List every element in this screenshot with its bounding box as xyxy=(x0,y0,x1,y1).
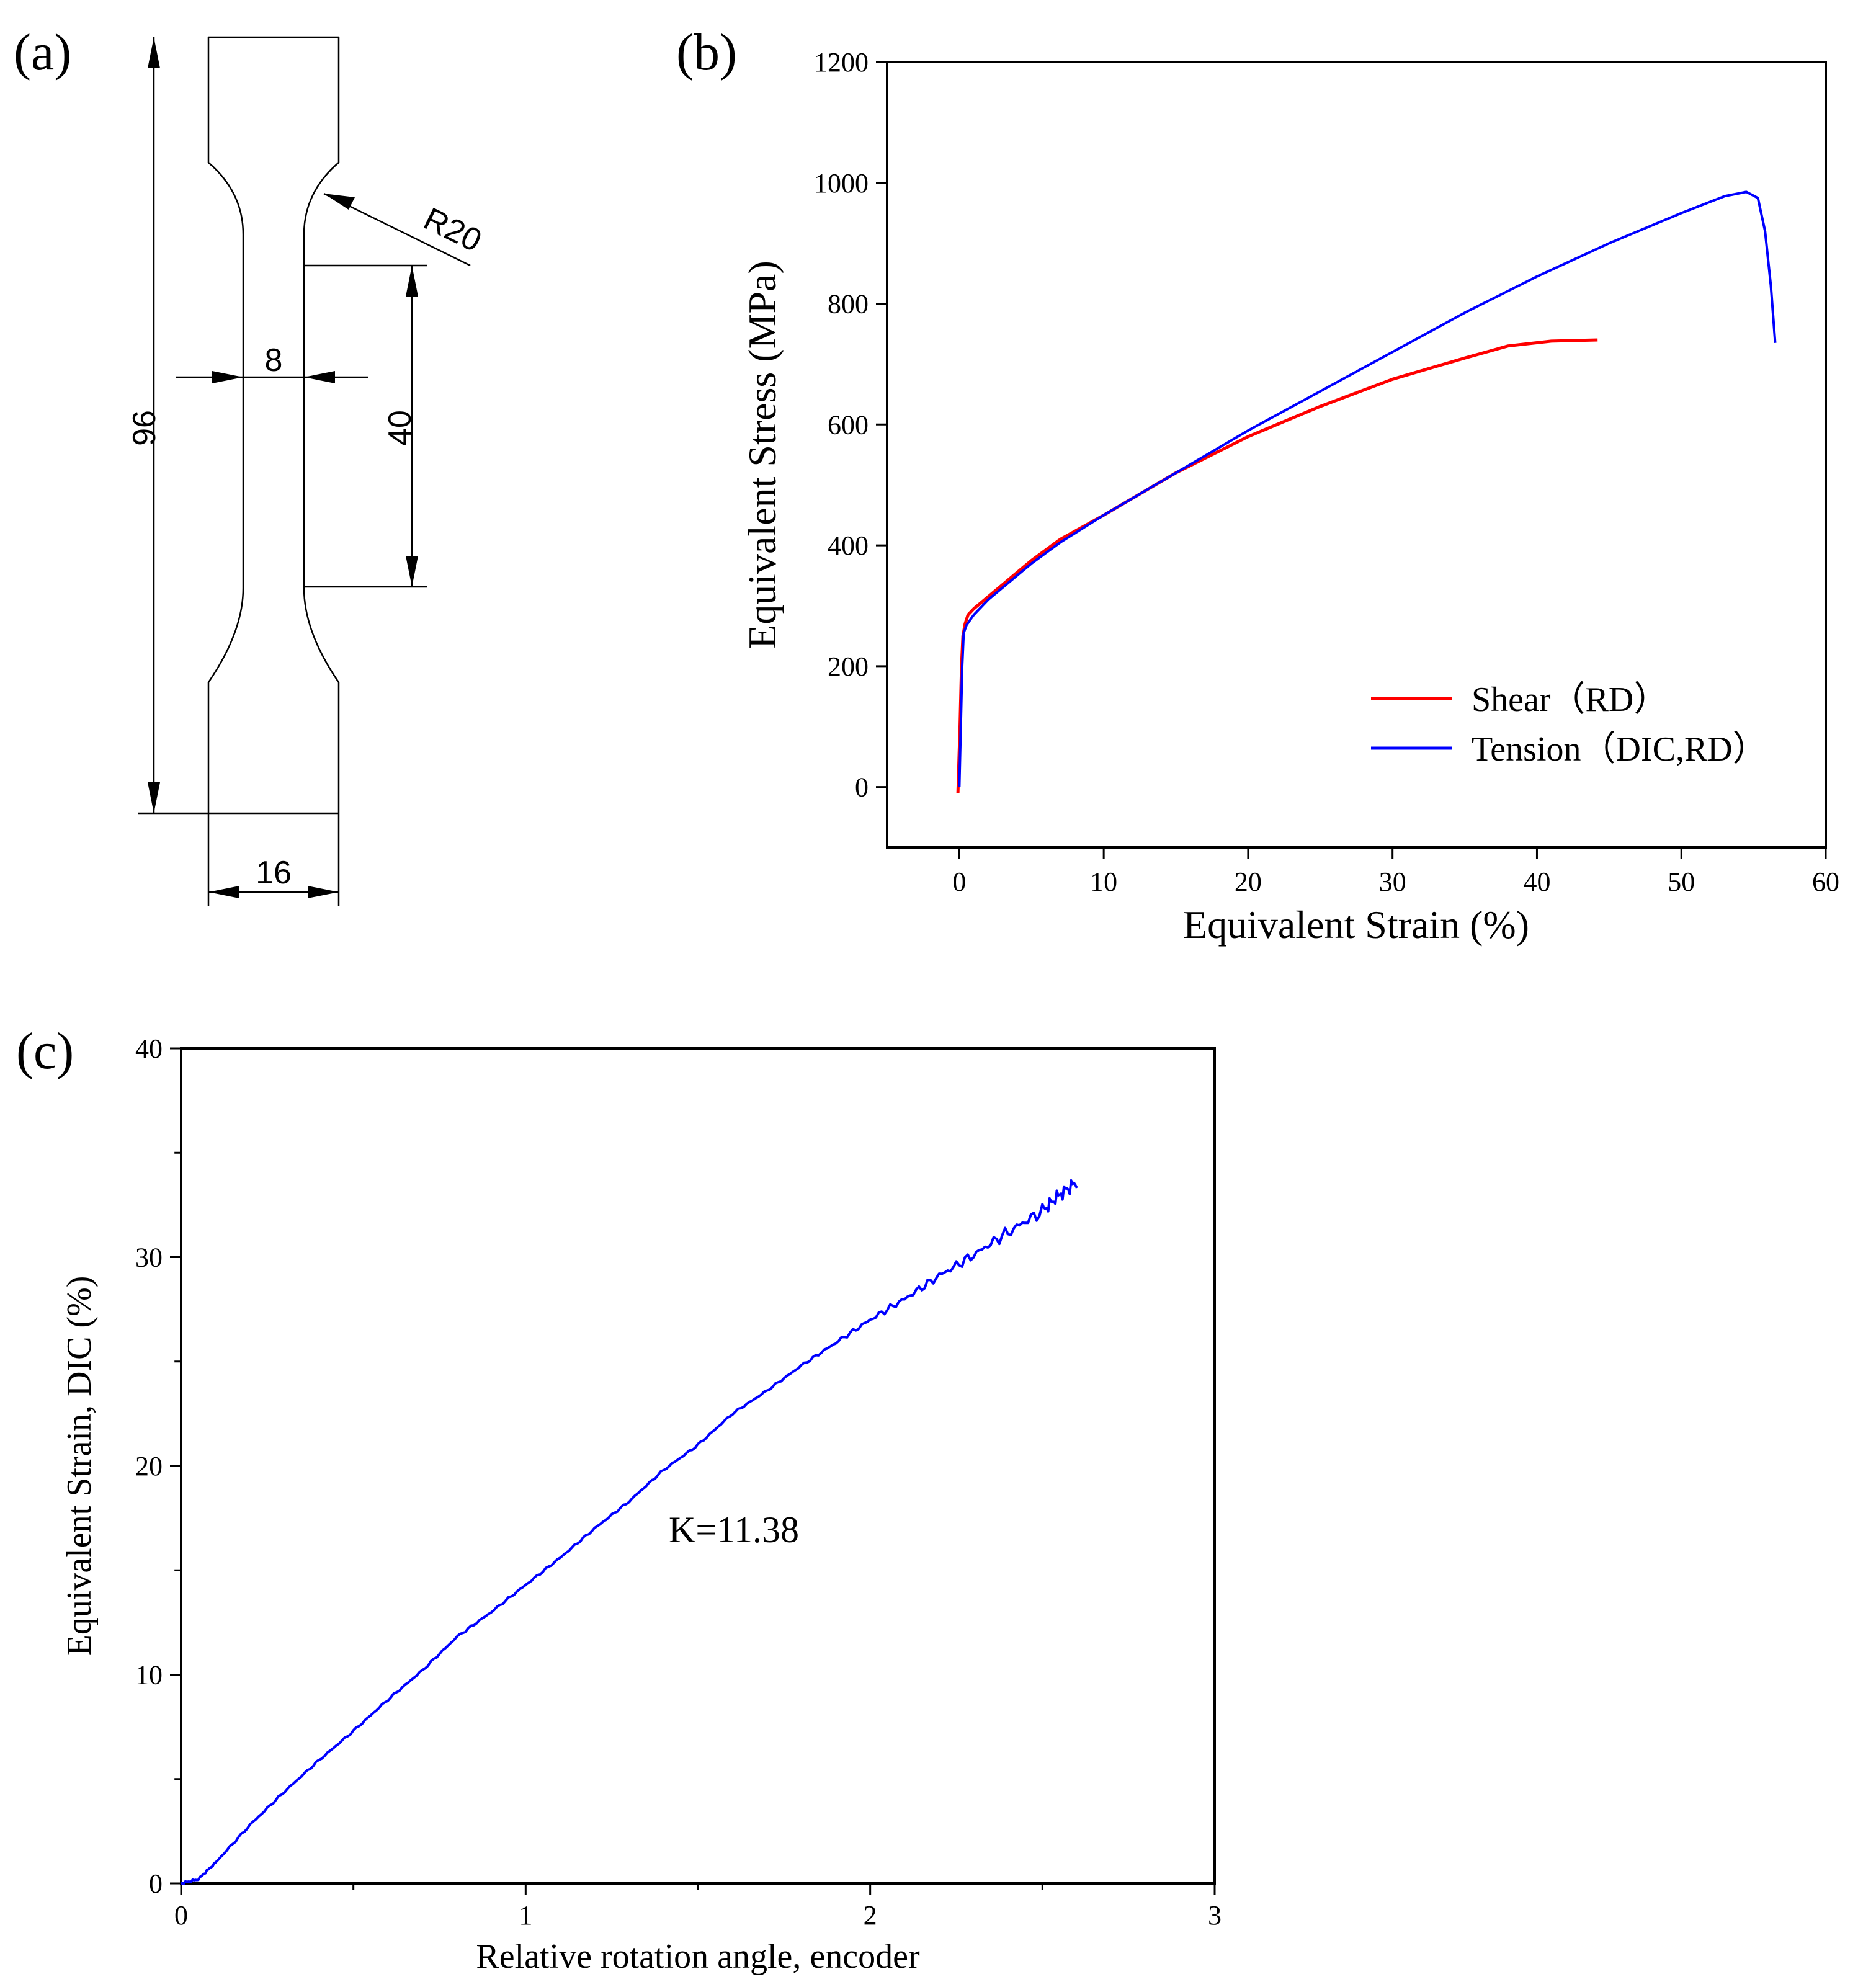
arrowhead-gauge-top xyxy=(406,266,418,297)
chart-c-frame xyxy=(180,1047,1216,1885)
chart-b-series-line-1 xyxy=(958,190,1777,787)
chart-c-y-tick-label: 10 xyxy=(135,1660,163,1690)
arrowhead-grip-left xyxy=(208,886,239,898)
panel-label-b: (b) xyxy=(676,24,737,81)
dim-gauge-length: 40 xyxy=(382,410,418,446)
chart-b-x-tick-label: 20 xyxy=(1235,867,1262,897)
arrowhead-width-left xyxy=(212,371,243,383)
chart-b-x-tick-label: 30 xyxy=(1379,867,1406,897)
chart-b-y-tick-label: 1000 xyxy=(814,168,869,199)
chart-c-x-axis-title: Relative rotation angle, encoder xyxy=(476,1937,920,1976)
chart-b-x-axis-title: Equivalent Strain (%) xyxy=(1183,903,1529,947)
arrowhead-width-right xyxy=(304,371,335,383)
specimen-outline xyxy=(207,36,340,813)
chart-c-lines xyxy=(181,1179,1078,1885)
arrowhead-total-bottom xyxy=(148,782,160,813)
chart-b-x-tick-label: 0 xyxy=(952,867,966,897)
arrowhead-total-top xyxy=(148,37,160,68)
chart-b-y-axis-title: Equivalent Stress (MPa) xyxy=(740,261,784,649)
chart-b-y-tick-label: 800 xyxy=(828,289,869,319)
dim-gauge-width: 8 xyxy=(265,342,283,378)
chart-b-x-tick-label: 50 xyxy=(1668,867,1695,897)
chart-c-series-line-0 xyxy=(181,1179,1078,1885)
chart-c-x-tick-label: 3 xyxy=(1208,1900,1222,1931)
chart-b-x-tick-label: 60 xyxy=(1812,867,1839,897)
chart-b-series-line-0 xyxy=(956,338,1598,793)
chart-b-y-tick-label: 400 xyxy=(828,530,869,561)
chart-b-y-tick-label: 0 xyxy=(855,772,869,803)
chart-c-y-tick-label: 30 xyxy=(135,1243,163,1273)
chart-b-x-tick-label: 10 xyxy=(1090,867,1117,897)
chart-b-y-tick-label: 600 xyxy=(828,409,869,440)
chart-c-y-tick-label: 0 xyxy=(149,1869,163,1899)
specimen-drawing: 96 40 8 16 R20 xyxy=(127,36,487,906)
chart-c-annotation: K=11.38 xyxy=(669,1509,799,1550)
chart-c-x-tick-label: 2 xyxy=(864,1900,877,1931)
chart-c-x-tick-label: 1 xyxy=(519,1900,532,1931)
chart-b-y-tick-label: 1200 xyxy=(814,47,869,78)
dim-fillet-radius: R20 xyxy=(418,201,487,259)
chart-b-x-tick-label: 40 xyxy=(1523,867,1550,897)
legend-label-shear: Shear（RD） xyxy=(1472,681,1668,719)
legend-label-tension: Tension（DIC,RD） xyxy=(1472,730,1767,769)
chart-b-y-tick-label: 200 xyxy=(828,651,869,682)
panel-label-c: (c) xyxy=(16,1022,74,1080)
chart-b-legend: Shear（RD） Tension（DIC,RD） xyxy=(1371,681,1767,769)
arrowhead-gauge-bottom xyxy=(406,556,418,587)
chart-b-frame xyxy=(886,61,1827,849)
chart-c-y-tick-label: 20 xyxy=(135,1451,163,1481)
arrowhead-grip-right xyxy=(308,886,339,898)
dim-total-length: 96 xyxy=(127,410,163,446)
chart-b-lines xyxy=(956,190,1777,793)
panel-label-a: (a) xyxy=(14,24,71,81)
dim-grip-width: 16 xyxy=(256,855,292,891)
chart-c-y-axis-title: Equivalent Strain, DIC (%) xyxy=(60,1276,99,1656)
chart-c-x-tick-label: 0 xyxy=(174,1900,188,1931)
chart-c-y-tick-label: 40 xyxy=(135,1034,163,1064)
arrowhead-radius xyxy=(324,194,355,210)
